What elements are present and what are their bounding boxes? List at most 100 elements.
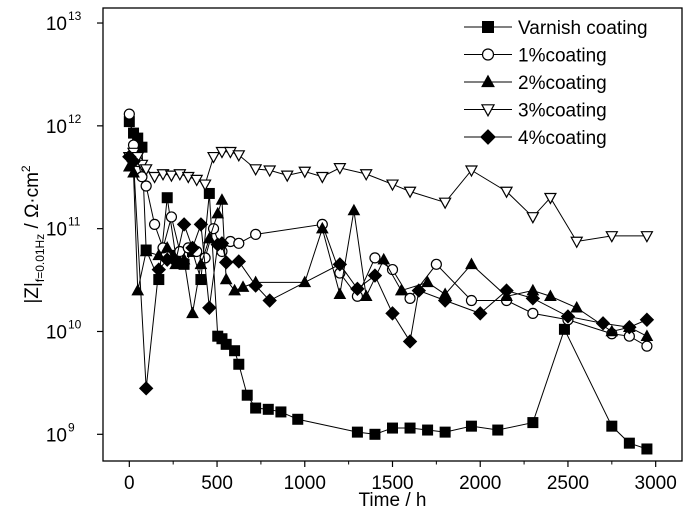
series-4	[122, 146, 654, 249]
data-point	[606, 420, 618, 432]
data-point	[641, 340, 653, 352]
data-point	[333, 287, 347, 300]
data-point	[421, 275, 434, 288]
data-point	[263, 165, 277, 178]
data-point	[233, 358, 245, 370]
y-title-subscript: f=0.01Hz	[33, 234, 47, 282]
data-point	[558, 323, 570, 335]
data-point	[640, 231, 654, 243]
data-point	[333, 163, 347, 175]
legend-label: 4%coating	[518, 128, 607, 149]
data-point	[298, 275, 312, 288]
data-point	[275, 406, 287, 418]
data-point	[215, 193, 229, 205]
data-point	[229, 345, 241, 357]
data-point	[131, 283, 145, 296]
data-point	[387, 422, 398, 434]
data-point	[249, 164, 263, 177]
data-point	[262, 293, 277, 308]
data-point	[148, 218, 161, 231]
data-point	[298, 166, 312, 179]
data-point	[218, 255, 234, 270]
data-point	[439, 426, 451, 438]
x-tick-label: 0	[124, 473, 135, 494]
x-axis: 0 500 1000 1500 2000 2500 3000	[124, 461, 677, 494]
legend-label: 3%coating	[518, 101, 607, 122]
data-point	[160, 241, 174, 253]
data-point	[165, 211, 178, 223]
data-point	[152, 248, 166, 261]
series-5	[122, 149, 655, 396]
data-point	[367, 268, 383, 283]
data-point	[185, 240, 200, 256]
legend-entry: Varnish coating	[464, 18, 648, 39]
data-point	[560, 309, 576, 324]
legend-marker	[482, 21, 494, 33]
y-tick-label-exponent: 12	[68, 112, 82, 126]
data-point	[465, 420, 477, 432]
data-point	[595, 316, 611, 331]
data-point	[127, 165, 140, 178]
legend-marker	[481, 48, 495, 61]
data-point	[465, 294, 478, 307]
x-tick-label: 2500	[547, 473, 589, 494]
data-point	[262, 403, 274, 415]
y-tick-label-exponent: 9	[68, 420, 75, 434]
data-point	[377, 252, 391, 265]
data-point	[148, 171, 162, 184]
data-point	[250, 402, 262, 414]
series-1	[123, 116, 653, 455]
data-point	[385, 179, 400, 192]
data-point	[195, 274, 207, 286]
y-tick-label: 10	[46, 14, 67, 35]
y-title-unit-exponent: 2	[19, 165, 33, 172]
legend-entry: 1%coating	[464, 46, 607, 67]
data-point	[168, 254, 183, 269]
data-point	[394, 283, 408, 296]
data-point	[186, 306, 199, 319]
data-point	[543, 192, 557, 205]
data-point	[236, 280, 250, 292]
data-point	[404, 292, 416, 304]
data-point	[156, 169, 170, 182]
data-point	[464, 165, 478, 178]
data-point	[207, 223, 220, 235]
data-point	[359, 169, 373, 182]
data-point	[232, 150, 246, 163]
data-point	[605, 231, 619, 243]
data-point	[641, 443, 653, 455]
data-point	[623, 437, 635, 449]
data-point	[140, 180, 152, 192]
series-line	[128, 166, 648, 337]
data-point	[214, 236, 230, 251]
legend-marker	[480, 104, 496, 118]
data-point	[347, 203, 361, 216]
data-point	[161, 192, 173, 204]
legend-label: Varnish coating	[518, 18, 648, 39]
data-point	[351, 426, 363, 438]
legend-marker	[480, 129, 496, 145]
data-point	[248, 278, 263, 293]
y-tick-label-exponent: 10	[68, 317, 82, 331]
data-point	[193, 217, 209, 232]
data-point	[430, 258, 442, 270]
series-layer	[122, 108, 655, 455]
data-point	[176, 217, 192, 232]
data-point	[194, 257, 208, 270]
data-point	[411, 283, 427, 298]
data-point	[402, 334, 418, 349]
data-point	[203, 187, 215, 199]
x-tick-label: 1500	[371, 473, 413, 494]
data-point	[123, 108, 135, 120]
data-point	[350, 281, 365, 297]
data-point	[500, 186, 514, 199]
x-tick-label: 1000	[284, 473, 326, 494]
data-point	[241, 389, 253, 401]
data-point	[139, 244, 153, 257]
data-point	[570, 236, 584, 249]
legend: Varnish coating 1%coating 2%coating 3%coati…	[464, 18, 648, 149]
data-point	[138, 381, 154, 396]
data-point	[465, 257, 478, 270]
